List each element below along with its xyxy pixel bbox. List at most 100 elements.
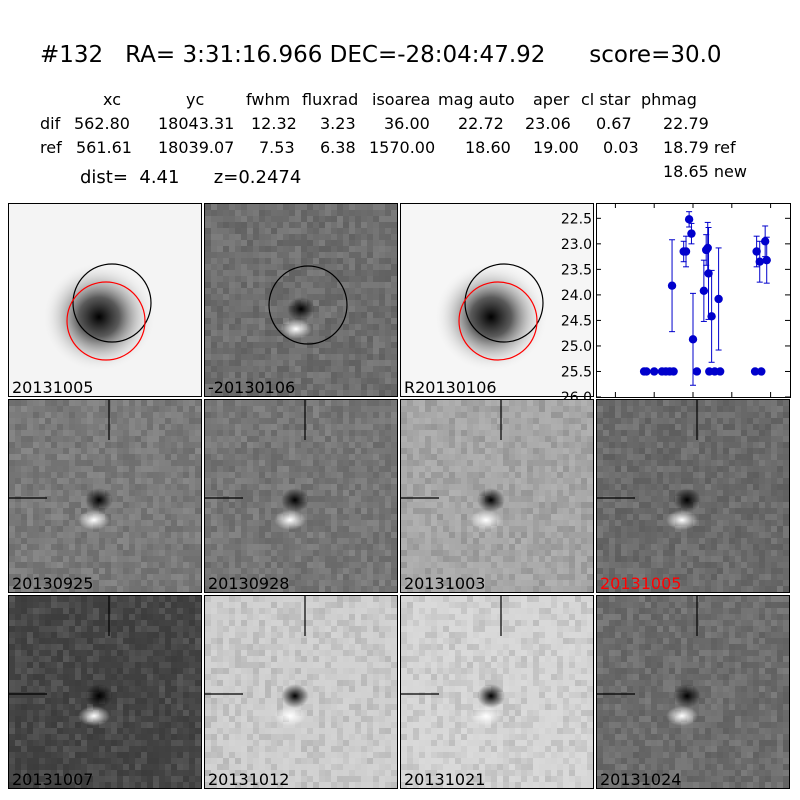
data-point [752, 247, 761, 256]
data-point [703, 243, 712, 253]
stamp-noise [9, 596, 201, 788]
data-point [684, 215, 694, 224]
col-header-yc: yc [186, 90, 205, 109]
positive-residual [666, 510, 698, 530]
stamp-panel: 20131024 [596, 595, 790, 789]
col-header-fluxrad: fluxrad [302, 90, 359, 109]
dif-yc: 18043.31 [158, 114, 235, 133]
positive-residual [274, 510, 306, 530]
data-point [692, 367, 702, 376]
stamp-image [597, 596, 789, 788]
negative-residual [85, 488, 113, 512]
positive-residual [78, 510, 110, 530]
row-label-dif: dif [40, 114, 61, 133]
positive-residual [78, 706, 110, 726]
dif-fwhm: 12.32 [251, 114, 297, 133]
host-circle [458, 281, 538, 361]
light-curve-chart: 22.523.023.524.024.525.025.526.0−100−500… [561, 203, 792, 418]
stamp-label: 20131024 [600, 770, 682, 789]
stamp-image [205, 204, 397, 396]
dif-aper: 23.06 [525, 114, 571, 133]
negative-residual [477, 488, 505, 512]
dif-isoarea: 36.00 [384, 114, 430, 133]
negative-residual [673, 684, 701, 708]
stamp-panel: 20131012 [204, 595, 398, 789]
data-point [699, 286, 709, 296]
stamp-panel: R20130106 [400, 203, 594, 397]
ref-fwhm: 7.53 [259, 138, 295, 157]
candidate-title: #132 RA= 3:31:16.966 DEC=-28:04:47.92 sc… [40, 42, 722, 68]
dif-cl-star: 0.67 [596, 114, 632, 133]
negative-residual [85, 684, 113, 708]
stamp-panel: 20131021 [400, 595, 594, 789]
stamp-panel: 20130925 [8, 399, 202, 593]
data-point [669, 367, 678, 376]
host-circle [66, 281, 146, 361]
row-label-ref: ref [40, 138, 62, 157]
host-galaxy [433, 261, 549, 373]
dif-mag-auto: 22.72 [458, 114, 504, 133]
stamp-noise [205, 204, 397, 396]
stamp-noise [401, 596, 593, 788]
ref-fluxrad: 6.38 [320, 138, 356, 157]
stamp-noise [597, 596, 789, 788]
stamp-panel: 20130928 [204, 399, 398, 593]
data-point [707, 312, 716, 321]
col-header-mag-auto: mag auto [438, 90, 515, 109]
aperture-circle [72, 263, 152, 343]
stamp-noise [205, 400, 397, 592]
positive-residual [470, 510, 502, 530]
data-point [715, 367, 725, 376]
stamp-panel: 20131005 [8, 203, 202, 397]
data-point [760, 237, 770, 246]
y-tick-label: 23.5 [561, 262, 592, 278]
negative-residual [287, 297, 315, 321]
ref-xc: 561.61 [76, 138, 132, 157]
stamp-noise [9, 400, 201, 592]
distance-redshift: dist= 4.41 z=0.2474 [80, 167, 302, 188]
dif-phmag: 22.79 [663, 114, 709, 133]
positive-residual [280, 319, 312, 339]
ref-yc: 18039.07 [158, 138, 235, 157]
data-point [704, 269, 713, 278]
negative-residual [281, 488, 309, 512]
y-tick-label: 25.5 [561, 364, 592, 380]
negative-residual [281, 684, 309, 708]
data-point [750, 367, 760, 376]
data-point [714, 294, 723, 304]
stamp-panel: 20131005 [596, 399, 790, 593]
stamp-label: 20131012 [208, 770, 290, 789]
negative-residual [673, 488, 701, 512]
stamp-label: 20131005 [600, 574, 682, 593]
stamp-label: 20131007 [12, 770, 94, 789]
dif-xc: 562.80 [74, 114, 130, 133]
data-point [762, 255, 771, 265]
col-header-xc: xc [103, 90, 121, 109]
stamp-image [205, 400, 397, 592]
data-point [757, 367, 766, 376]
y-tick-label: 25.0 [561, 339, 592, 355]
dif-fluxrad: 3.23 [320, 114, 356, 133]
ref-mag-auto: 18.60 [465, 138, 511, 157]
host-galaxy [41, 261, 157, 373]
data-point [667, 281, 677, 290]
stamp-image [401, 400, 593, 592]
positive-residual [666, 706, 698, 726]
y-tick-label: 24.0 [561, 288, 592, 304]
stamp-label: -20130106 [208, 378, 296, 397]
stamp-label: 20131021 [404, 770, 486, 789]
stamp-panel: -20130106 [204, 203, 398, 397]
stamp-noise [205, 596, 397, 788]
stamp-label: 20131005 [12, 378, 94, 397]
y-tick-label: 24.5 [561, 313, 592, 329]
aperture-circle [464, 263, 544, 343]
col-header-aper: aper [533, 90, 570, 109]
stamp-image [205, 596, 397, 788]
stamp-label: 20130928 [208, 574, 290, 593]
positive-residual [274, 706, 306, 726]
col-header-cl-star: cl star [581, 90, 631, 109]
data-point [650, 367, 659, 376]
stamp-image [401, 596, 593, 788]
stamp-label: 20131003 [404, 574, 486, 593]
data-point [755, 257, 764, 266]
